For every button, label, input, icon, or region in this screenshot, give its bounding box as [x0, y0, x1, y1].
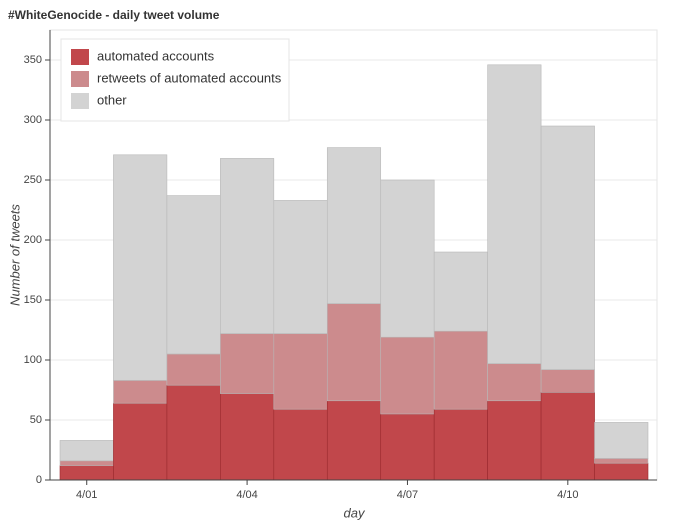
- bar-segment: [380, 179, 435, 338]
- x-tick-label: 4/10: [557, 489, 578, 501]
- bar-segment: [59, 440, 114, 462]
- bar-segment: [220, 158, 275, 334]
- y-tick-label: 50: [30, 414, 42, 426]
- bar-segment: [326, 147, 382, 304]
- bar-segment: [380, 413, 435, 481]
- y-tick-label: 300: [24, 114, 42, 126]
- legend-swatch: [71, 71, 89, 87]
- bar-segment: [487, 64, 542, 364]
- x-tick-label: 4/04: [236, 489, 257, 501]
- bar-segment: [273, 200, 328, 334]
- bar-segment: [113, 380, 168, 404]
- legend-swatch: [71, 49, 89, 65]
- bar-segment: [433, 251, 488, 332]
- y-tick-label: 350: [24, 54, 42, 66]
- legend-label: other: [97, 92, 127, 107]
- bar-segment: [273, 408, 328, 481]
- bar-segment: [540, 369, 595, 393]
- bar-segment: [273, 333, 328, 410]
- bar-segment: [113, 154, 168, 381]
- bar-segment: [594, 458, 649, 464]
- bar-segment: [433, 330, 488, 410]
- bar-segment: [220, 333, 275, 394]
- x-tick-label: 4/01: [76, 489, 97, 501]
- bar-segment: [487, 363, 542, 402]
- bar-segment: [326, 303, 382, 402]
- y-tick-label: 150: [24, 294, 42, 306]
- y-tick-label: 250: [24, 174, 42, 186]
- legend-label: automated accounts: [97, 48, 215, 63]
- bar-segment: [59, 465, 114, 481]
- bar-segment: [540, 392, 595, 481]
- bar-segment: [380, 336, 435, 415]
- bar-segment: [594, 462, 649, 481]
- y-tick-label: 100: [24, 354, 42, 366]
- legend-swatch: [71, 93, 89, 109]
- bar-segment: [166, 384, 221, 481]
- bar-segment: [166, 195, 221, 355]
- legend-box: [60, 38, 290, 122]
- bar-segment: [166, 353, 221, 386]
- bar-segment: [59, 460, 114, 466]
- bar-segment: [326, 400, 382, 481]
- bar-segment: [487, 400, 542, 481]
- bar-segment: [540, 125, 595, 370]
- x-tick-label: 4/07: [397, 489, 418, 501]
- bar-segment: [220, 393, 275, 481]
- bar-segment: [113, 402, 168, 481]
- chart-title: #WhiteGenocide - daily tweet volume: [8, 8, 220, 22]
- x-axis-label: day: [344, 505, 366, 520]
- y-axis-label: Number of tweets: [7, 204, 22, 306]
- legend-label: retweets of automated accounts: [97, 70, 282, 85]
- bar-segment: [433, 408, 488, 481]
- y-tick-label: 0: [36, 474, 42, 486]
- bar-segment: [594, 422, 649, 459]
- y-tick-label: 200: [24, 234, 42, 246]
